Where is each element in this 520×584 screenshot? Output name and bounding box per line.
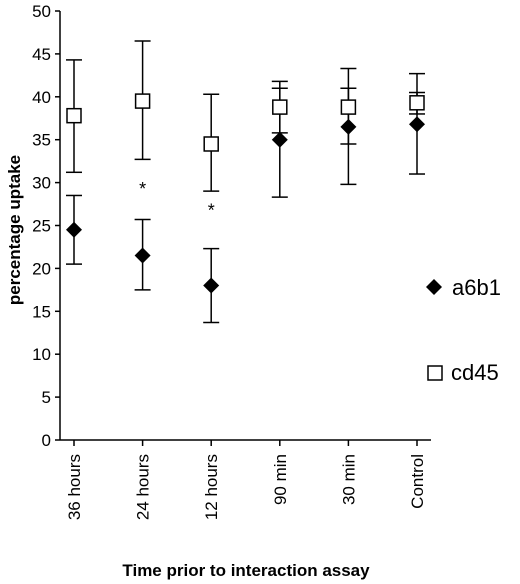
data-point-cd45 <box>340 99 357 115</box>
y-tick-label: 5 <box>42 388 51 407</box>
y-tick-label: 45 <box>32 45 51 64</box>
legend-label-a6b1: a6b1 <box>452 275 501 300</box>
data-point-a6b1 <box>409 116 425 133</box>
annotations: ** <box>139 179 215 220</box>
data-point-cd45 <box>203 136 219 152</box>
data-point-a6b1 <box>66 221 82 238</box>
legend: a6b1 cd45 <box>426 275 501 385</box>
y-tick-label: 35 <box>32 131 51 150</box>
legend-marker-filled-diamond <box>426 279 442 295</box>
y-axis-title: percentage uptake <box>5 155 24 305</box>
significance-asterisk: * <box>208 200 215 220</box>
x-tick-label: 24 hours <box>134 454 153 520</box>
y-tick-label: 20 <box>32 259 51 278</box>
significance-asterisk: * <box>139 179 146 199</box>
y-tick-label: 15 <box>32 302 51 321</box>
data-point-cd45 <box>134 93 151 109</box>
legend-item-a6b1: a6b1 <box>426 275 501 300</box>
data-point-a6b1 <box>340 118 357 135</box>
x-tick-label: 12 hours <box>202 454 221 520</box>
y-tick-label: 25 <box>32 217 51 236</box>
markers <box>66 93 425 294</box>
x-tick-label: 36 hours <box>65 454 84 520</box>
y-axis: 0 5 10 15 20 25 30 35 40 45 50 <box>32 2 61 450</box>
data-point-a6b1 <box>203 277 220 294</box>
data-point-cd45 <box>66 107 82 124</box>
legend-marker-open-square <box>427 365 443 381</box>
y-tick-label: 50 <box>32 2 51 21</box>
data-point-a6b1 <box>134 247 151 264</box>
y-tick-label: 30 <box>32 174 51 193</box>
data-point-cd45 <box>272 99 288 115</box>
x-tick-label: Control <box>408 454 427 509</box>
legend-item-cd45: cd45 <box>427 360 499 385</box>
x-axis-title: Time prior to interaction assay <box>122 561 370 580</box>
x-axis: 36 hours 24 hours 12 hours 90 min 30 min Cont… <box>60 439 431 520</box>
x-tick-label: 30 min <box>339 454 358 505</box>
error-bars <box>66 40 425 324</box>
data-point-a6b1 <box>271 131 288 148</box>
legend-label-cd45: cd45 <box>451 360 499 385</box>
x-tick-label: 90 min <box>271 454 290 505</box>
y-tick-label: 10 <box>32 345 51 364</box>
y-tick-label: 40 <box>32 88 51 107</box>
data-point-cd45 <box>409 95 425 111</box>
y-tick-label: 0 <box>42 431 51 450</box>
